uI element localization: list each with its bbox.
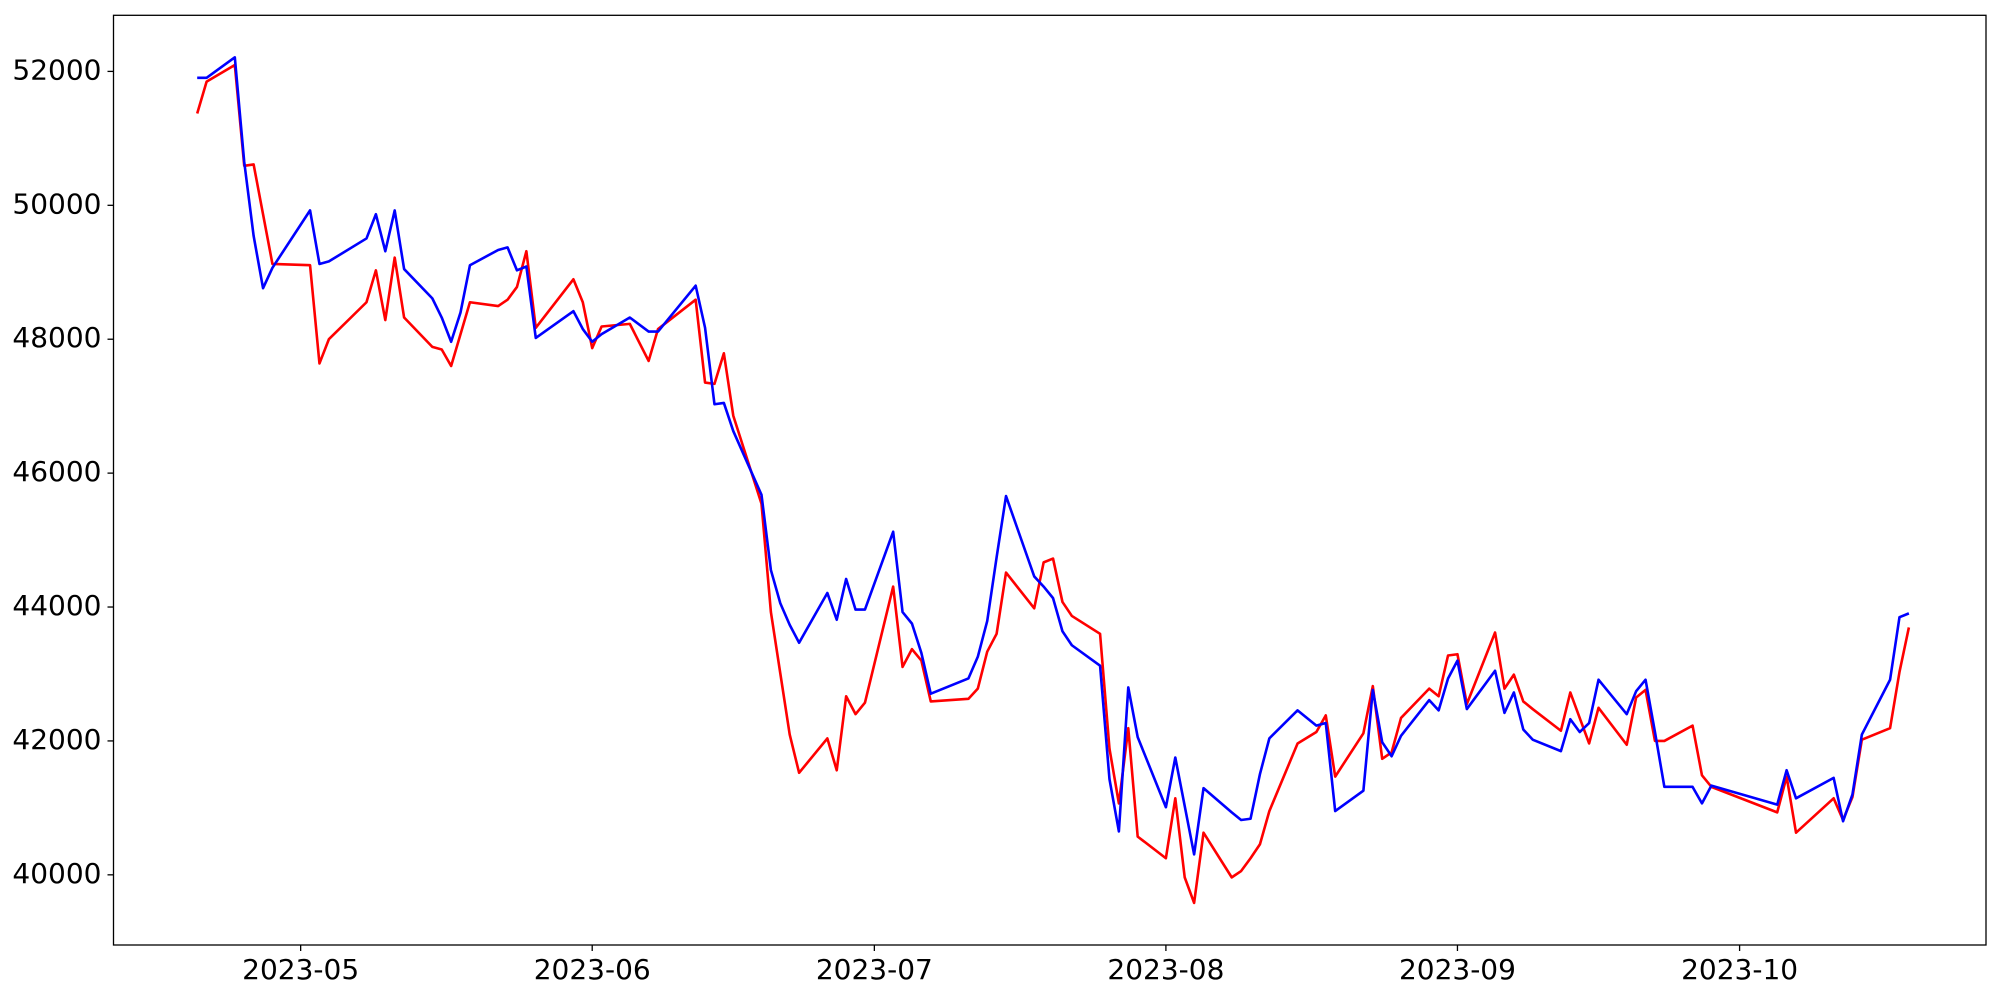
- x-tick-label: 2023-07: [816, 953, 933, 986]
- y-tick-label: 46000: [12, 455, 101, 488]
- y-tick-label: 44000: [12, 589, 101, 622]
- series-line: [195, 63, 1911, 905]
- y-tick-label: 52000: [12, 53, 101, 86]
- y-tick-label: 48000: [12, 321, 101, 354]
- y-tick-label: 50000: [12, 187, 101, 220]
- y-tick-label: 40000: [12, 857, 101, 890]
- y-tick-label: 42000: [12, 723, 101, 756]
- x-tick-label: 2023-09: [1399, 953, 1516, 986]
- series-line: [197, 56, 1910, 856]
- x-tick-label: 2023-08: [1107, 953, 1224, 986]
- x-tick-label: 2023-10: [1681, 953, 1798, 986]
- x-tick-label: 2023-06: [534, 953, 651, 986]
- x-tick-label: 2023-05: [242, 953, 359, 986]
- plot-frame: [112, 14, 1987, 946]
